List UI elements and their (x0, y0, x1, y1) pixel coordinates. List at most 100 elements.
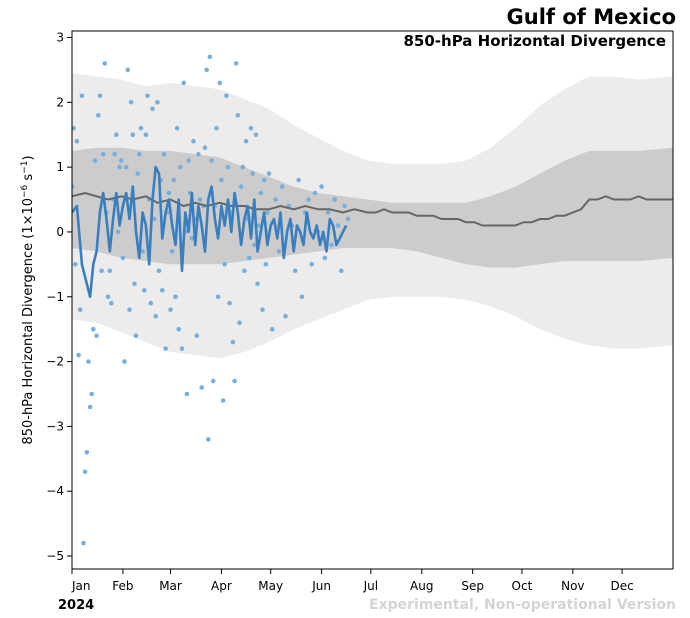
scatter-point (155, 100, 160, 105)
scatter-point (225, 164, 231, 170)
scatter-point (150, 106, 155, 112)
x-tick-label: Mar (159, 579, 182, 593)
scatter-point (240, 164, 246, 170)
scatter-point (217, 80, 223, 86)
scatter-point (156, 268, 162, 274)
y-tick-label: 3 (56, 30, 64, 44)
scatter-point (179, 346, 185, 351)
scatter-point (283, 313, 288, 319)
scatter-point (94, 333, 99, 339)
scatter-point (306, 197, 311, 202)
scatter-point (276, 249, 282, 254)
scatter-point (74, 138, 80, 144)
scatter-point (92, 158, 98, 163)
scatter-point (250, 171, 255, 176)
scatter-point (171, 177, 177, 183)
scatter-point (163, 346, 168, 351)
scatter-point (319, 184, 324, 189)
scatter-point (230, 339, 236, 345)
scatter-point (232, 378, 237, 384)
scatter-point (247, 255, 252, 261)
scatter-point (142, 288, 147, 293)
scatter-point (173, 294, 178, 300)
y-tick-label: 2 (56, 95, 64, 109)
scatter-point (191, 138, 196, 144)
scatter-point (309, 262, 315, 267)
plot-frame (71, 30, 674, 570)
scatter-point (135, 171, 140, 176)
chart-title: Gulf of Mexico (507, 5, 676, 29)
scatter-point (293, 268, 298, 274)
scatter-point (166, 190, 172, 196)
scatter-point (219, 177, 224, 183)
scatter-point (209, 158, 214, 163)
scatter-point (184, 391, 190, 397)
scatter-point (119, 158, 124, 163)
scatter-point (128, 100, 134, 105)
x-tick-label: Jun (311, 579, 331, 593)
scatter-point (265, 210, 270, 215)
scatter-point (137, 151, 142, 157)
scatter-point (87, 404, 93, 410)
scatter-point (202, 145, 208, 150)
y-axis-label-suffix: ) (21, 155, 36, 160)
scatter-point (325, 210, 331, 215)
chart-subtitle: 850-hPa Horizontal Divergence (403, 32, 666, 50)
scatter-point (127, 307, 132, 313)
y-tick-label: −4 (46, 484, 64, 498)
scatter-point (235, 113, 241, 118)
interquartile-band (72, 147, 673, 268)
x-tick-label: Jul (363, 579, 378, 593)
y-axis-label-exponent-2: −1 (20, 161, 30, 174)
scatter-point (168, 307, 173, 313)
scatter-point (72, 125, 76, 131)
scatter-point (105, 294, 111, 300)
scatter-point (263, 262, 269, 267)
scatter-point (253, 132, 259, 137)
scatter-point (153, 313, 158, 319)
plot-area (72, 54, 673, 546)
scatter-point (222, 262, 227, 267)
scatter-point (252, 242, 257, 248)
y-tick-label: −5 (46, 549, 64, 563)
scatter-point (160, 288, 165, 293)
scatter-point (199, 385, 204, 390)
x-tick-label: May (258, 579, 283, 593)
y-tick-label: −1 (46, 290, 64, 304)
scatter-point (204, 67, 209, 73)
scatter-point (189, 236, 195, 241)
y-tick-label: −2 (46, 355, 64, 369)
x-tick-label: Oct (512, 579, 533, 593)
scatter-point (197, 197, 203, 202)
y-tick-label: 0 (56, 225, 64, 239)
scatter-point (125, 67, 131, 73)
scatter-point (89, 391, 94, 397)
y-axis-label-unit: s (21, 174, 36, 185)
scatter-point (84, 450, 90, 455)
scatter-point (322, 255, 328, 261)
x-tick-label: Jan (71, 579, 91, 593)
y-axis-label-prefix: 850-hPa Horizontal Divergence (1×10 (21, 198, 36, 445)
y-tick-label: −3 (46, 419, 64, 433)
scatter-point (143, 132, 149, 137)
scatter-point (76, 352, 81, 358)
median-line (72, 191, 673, 227)
scatter-point (122, 359, 127, 364)
scatter-point (261, 177, 267, 183)
scatter-point (256, 223, 262, 228)
scatter-point (194, 333, 200, 339)
scatter-point (161, 151, 167, 157)
scatter-point (258, 190, 264, 196)
scatter-point (233, 61, 239, 66)
scatter-point (91, 326, 96, 332)
x-tick-label: Apr (211, 579, 232, 593)
scatter-point (117, 164, 122, 170)
scatter-point (114, 132, 119, 137)
scatter-point (102, 61, 108, 66)
scatter-point (242, 268, 247, 274)
y-axis: 3 2 1 0 −1 −2 −3 −4 −5 (46, 30, 72, 563)
scatter-point (273, 197, 278, 202)
scatter-point (169, 249, 175, 254)
scatter-point (214, 125, 219, 131)
